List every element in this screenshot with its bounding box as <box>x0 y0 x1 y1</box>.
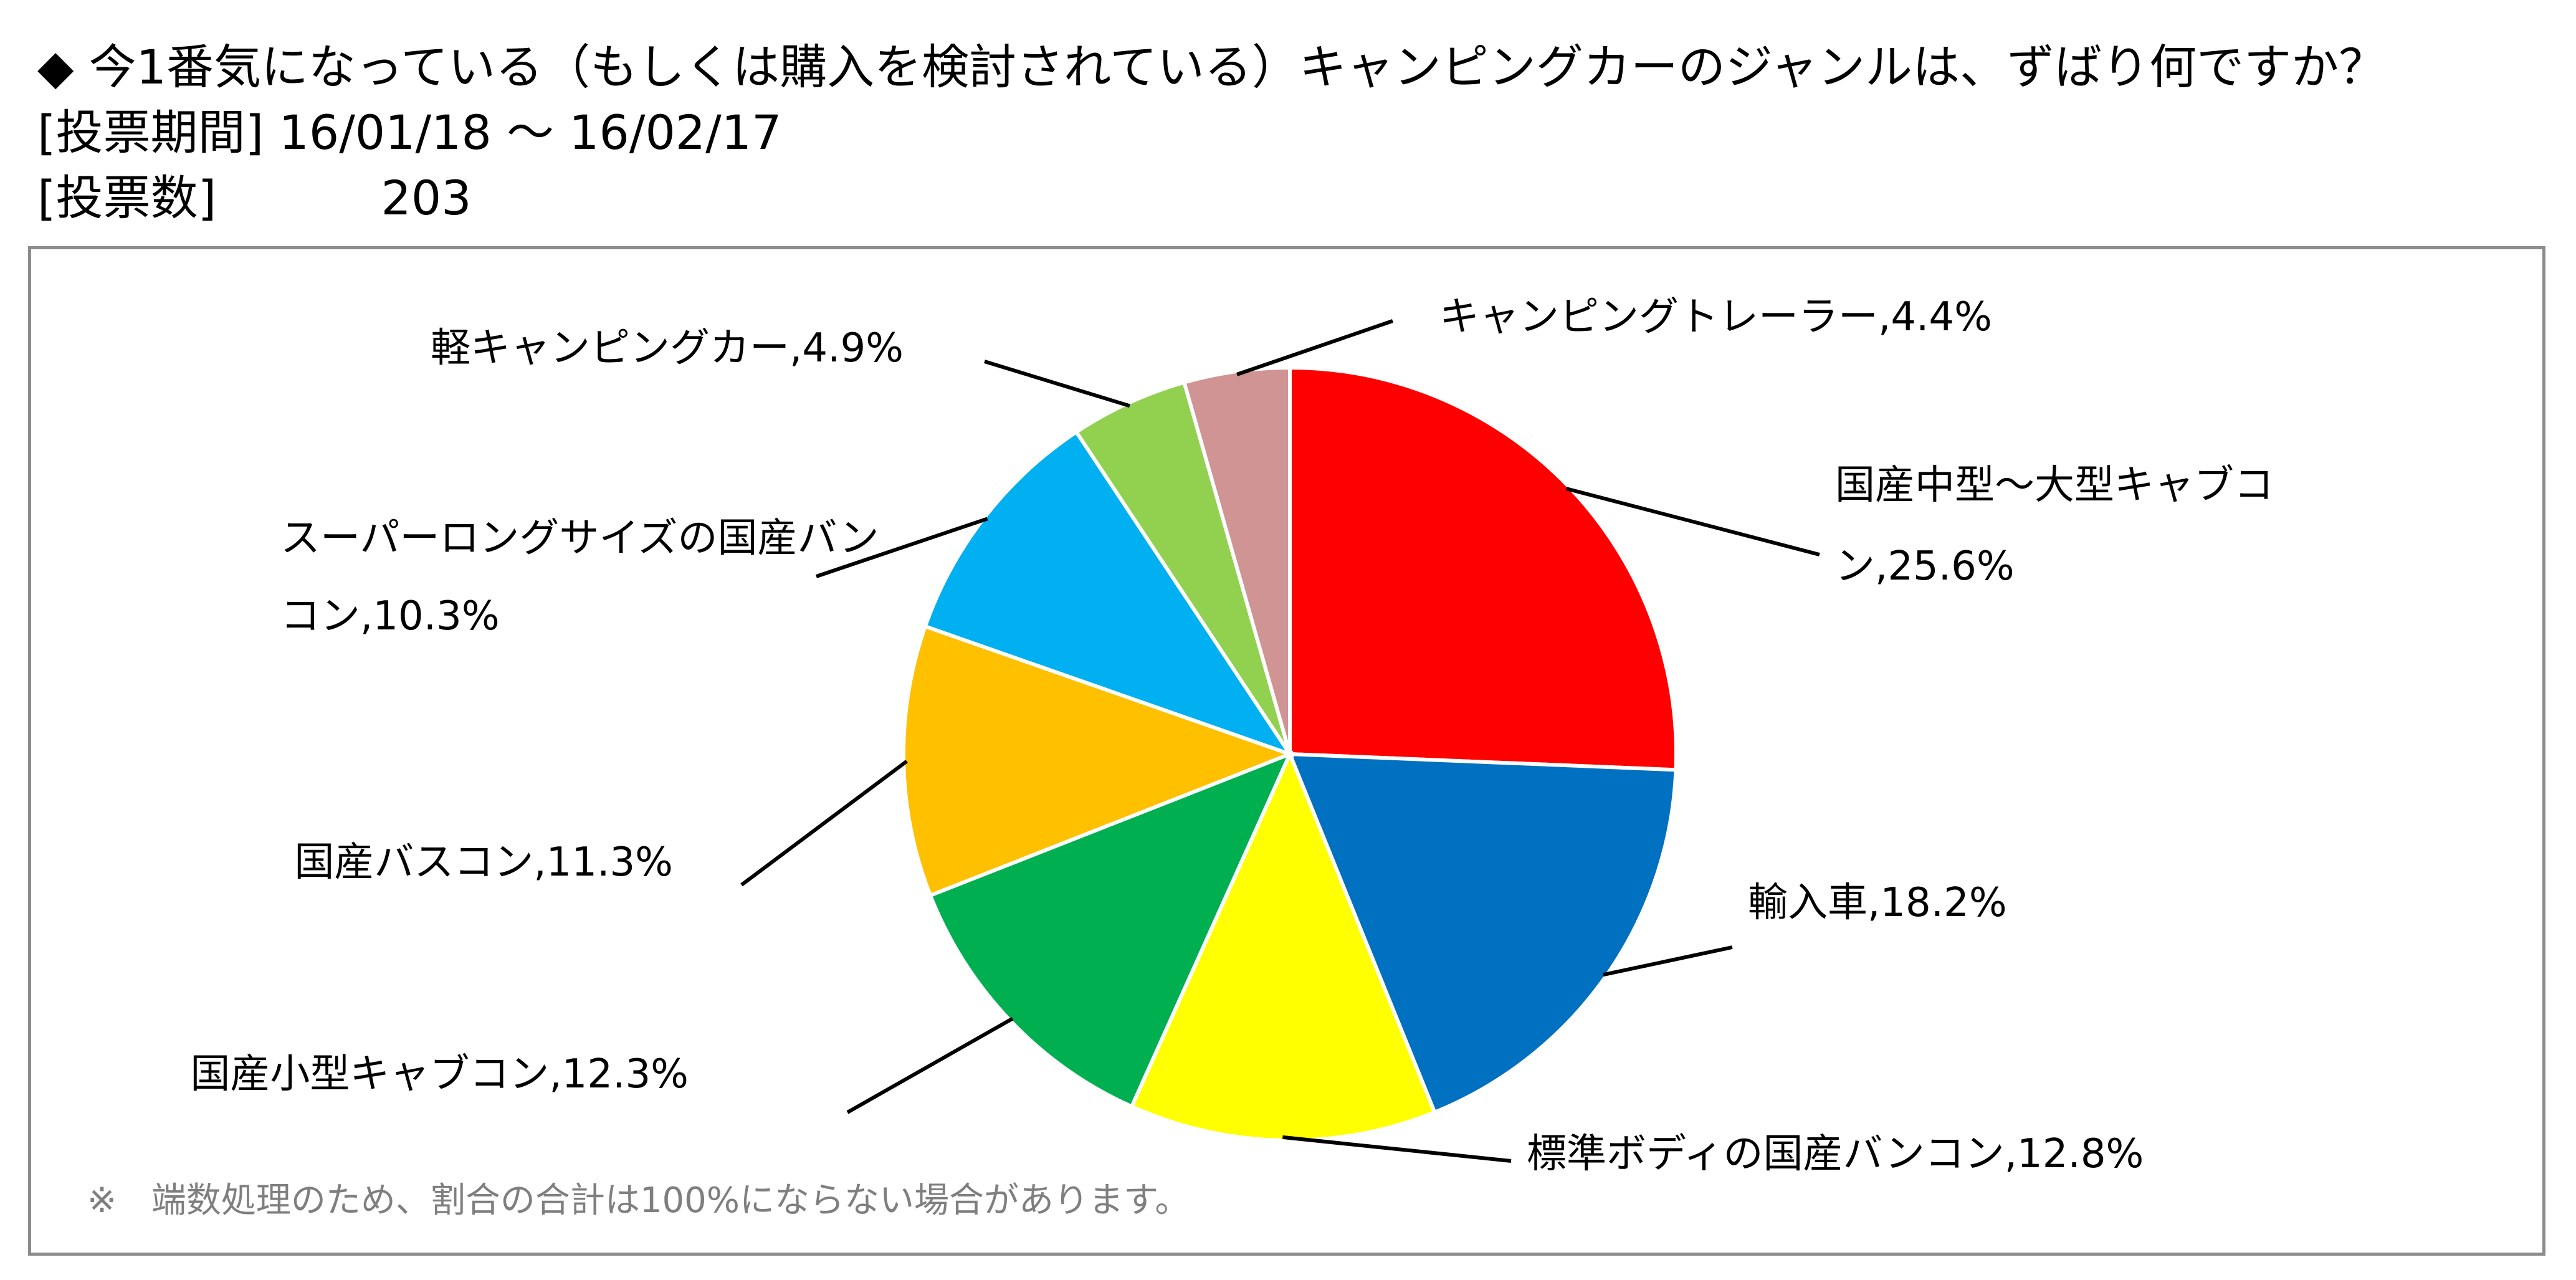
slice-labels: 国産中型～大型キャブコン,25.6% 輸入車,18.2% 標準ボディの国産バンコン,… <box>190 294 2274 1177</box>
period-value: 16/01/18 ～ 16/02/17 <box>279 105 782 160</box>
slice-label: 標準ボディの国産バンコン,12.8% <box>1527 1131 2144 1177</box>
slice-label: 国産小型キャブコン,12.3% <box>190 1051 689 1097</box>
pie-slice <box>1288 365 1678 772</box>
slice-label: 国産中型～大型キャブコン,25.6% <box>1835 462 2274 590</box>
leader-line <box>1565 487 1820 556</box>
slice-label: スーパーロングサイズの国産バンコン,10.3% <box>280 515 879 639</box>
chart-footnote: ※ 端数処理のため、割合の合計は100%にならない場合があります。 <box>87 1180 1190 1221</box>
slice-label: 輸入車,18.2% <box>1748 880 2007 926</box>
voting-period: [投票期間] 16/01/18 ～ 16/02/17 <box>37 109 781 156</box>
pie-chart: 国産中型～大型キャブコン,25.6% 輸入車,18.2% 標準ボディの国産バンコン,… <box>87 294 2274 1221</box>
pie-slice <box>1287 752 1678 1115</box>
count-label: [投票数] <box>37 170 217 226</box>
question-text: ◆ 今1番気になっている（もしくは購入を検討されている）キャンピングカーのジャン… <box>37 39 2387 95</box>
slice-label: キャンピングトレーラー,4.4% <box>1439 294 1992 340</box>
pie-slice <box>1129 749 1438 1142</box>
leader-line <box>1236 319 1393 376</box>
leader-line <box>1603 945 1733 977</box>
pie-slices <box>902 365 1678 1142</box>
count-value: 203 <box>381 170 472 226</box>
chart-frame: 国産中型～大型キャブコン,25.6% 輸入車,18.2% 標準ボディの国産バンコン,… <box>28 246 2545 1256</box>
pie-slice <box>923 429 1295 758</box>
leader-line <box>846 1016 1014 1114</box>
leader-line <box>984 360 1130 408</box>
leader-lines <box>740 319 1820 1163</box>
slice-label: 国産バスコン,11.3% <box>294 839 673 886</box>
pie-slice <box>1074 380 1292 755</box>
period-label: [投票期間] <box>37 105 264 160</box>
vote-count: [投票数] 203 <box>37 174 472 222</box>
leader-line <box>1282 1135 1512 1163</box>
leader-line <box>816 517 988 578</box>
leader-line <box>740 760 908 887</box>
slice-label: 軽キャンピングカー,4.9% <box>431 325 904 371</box>
pie-slice <box>1181 365 1292 755</box>
